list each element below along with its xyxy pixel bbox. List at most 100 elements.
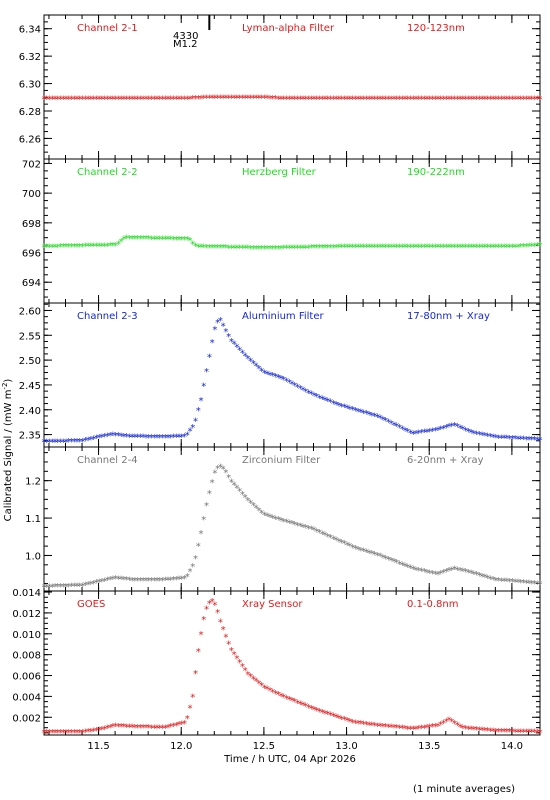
x-tick-label: 14.0: [501, 741, 523, 752]
data-point: *: [60, 242, 66, 253]
data-point: *: [531, 95, 537, 106]
data-point: *: [248, 672, 254, 683]
data-point: *: [44, 95, 50, 106]
data-point: *: [272, 94, 278, 105]
data-point: *: [159, 724, 165, 735]
data-point: *: [245, 496, 251, 507]
data-point: *: [143, 723, 149, 734]
data-point: *: [306, 95, 312, 106]
data-point: *: [363, 547, 369, 558]
data-point: *: [509, 434, 515, 445]
data-point: *: [256, 364, 262, 375]
data-point: *: [182, 574, 188, 585]
data-point: *: [124, 722, 130, 733]
data-point: *: [430, 243, 436, 254]
data-point: *: [463, 426, 469, 437]
data-point: *: [46, 95, 52, 106]
data-point: *: [168, 235, 174, 246]
channel-label: Channel 2-3: [77, 311, 138, 322]
data-point: *: [529, 242, 535, 253]
data-point: *: [55, 437, 61, 448]
data-point: *: [308, 243, 314, 254]
data-point: *: [237, 346, 243, 357]
data-point: *: [286, 518, 292, 529]
data-point: *: [239, 490, 245, 501]
data-point: *: [60, 728, 66, 739]
data-point: *: [135, 576, 141, 587]
data-point: *: [399, 560, 405, 571]
data-point: *: [215, 93, 221, 104]
data-point: *: [432, 95, 438, 106]
data-point: *: [267, 244, 273, 255]
data-point: *: [80, 728, 86, 739]
data-point: *: [162, 235, 168, 246]
y-tick-label: 2.55: [19, 331, 41, 342]
data-point: *: [46, 582, 52, 593]
data-point: *: [529, 435, 535, 446]
data-point: *: [165, 723, 171, 734]
data-point: *: [383, 554, 389, 565]
data-point: *: [132, 723, 138, 734]
data-point: *: [88, 727, 94, 738]
data-point: *: [126, 95, 132, 106]
data-point: *: [308, 704, 314, 715]
data-point: *: [91, 95, 97, 106]
data-point: *: [137, 723, 143, 734]
data-point: *: [140, 723, 146, 734]
data-point: *: [278, 692, 284, 703]
data-point: *: [418, 428, 424, 439]
data-point: *: [66, 242, 72, 253]
data-point: *: [432, 243, 438, 254]
data-point: *: [471, 243, 477, 254]
data-point: *: [330, 95, 336, 106]
data-point: *: [226, 332, 232, 343]
data-point: *: [245, 93, 251, 104]
data-point: *: [113, 722, 119, 733]
data-point: *: [350, 95, 356, 106]
data-point: *: [140, 433, 146, 444]
data-point: *: [231, 650, 237, 661]
data-point: *: [380, 243, 386, 254]
data-point: *: [452, 719, 458, 730]
data-point: *: [394, 243, 400, 254]
data-point: *: [308, 390, 314, 401]
data-point: *: [198, 243, 204, 254]
data-point: *: [55, 582, 61, 593]
data-point: *: [314, 95, 320, 106]
data-point: *: [391, 243, 397, 254]
data-point: *: [435, 721, 441, 732]
y-tick-label: 698: [22, 219, 41, 230]
data-point: *: [52, 95, 58, 106]
data-point: *: [154, 576, 160, 587]
data-point: *: [176, 575, 182, 586]
data-point: *: [44, 438, 50, 449]
data-point: *: [493, 727, 499, 738]
data-point: *: [168, 95, 174, 106]
data-point: *: [256, 244, 262, 255]
x-axis-label: Time / h UTC, 04 Apr 2026: [223, 754, 356, 765]
data-point: *: [85, 727, 91, 738]
data-point: *: [333, 95, 339, 106]
data-point: *: [272, 372, 278, 383]
data-point: *: [441, 243, 447, 254]
data-point: *: [96, 433, 102, 444]
data-point: *: [339, 243, 345, 254]
data-point: *: [168, 575, 174, 586]
data-point: *: [248, 93, 254, 104]
data-point: *: [129, 433, 135, 444]
data-point: *: [69, 437, 75, 448]
data-point: *: [468, 95, 474, 106]
data-point: *: [496, 727, 502, 738]
data-point: *: [294, 521, 300, 532]
data-point: *: [242, 93, 248, 104]
data-point: *: [498, 727, 504, 738]
data-point: *: [339, 538, 345, 549]
data-point: *: [170, 235, 176, 246]
data-point: *: [449, 95, 455, 106]
data-point: *: [507, 727, 513, 738]
data-point: *: [74, 242, 80, 253]
data-point: *: [457, 423, 463, 434]
data-point: *: [217, 316, 223, 327]
data-point: *: [468, 725, 474, 736]
data-point: *: [443, 243, 449, 254]
